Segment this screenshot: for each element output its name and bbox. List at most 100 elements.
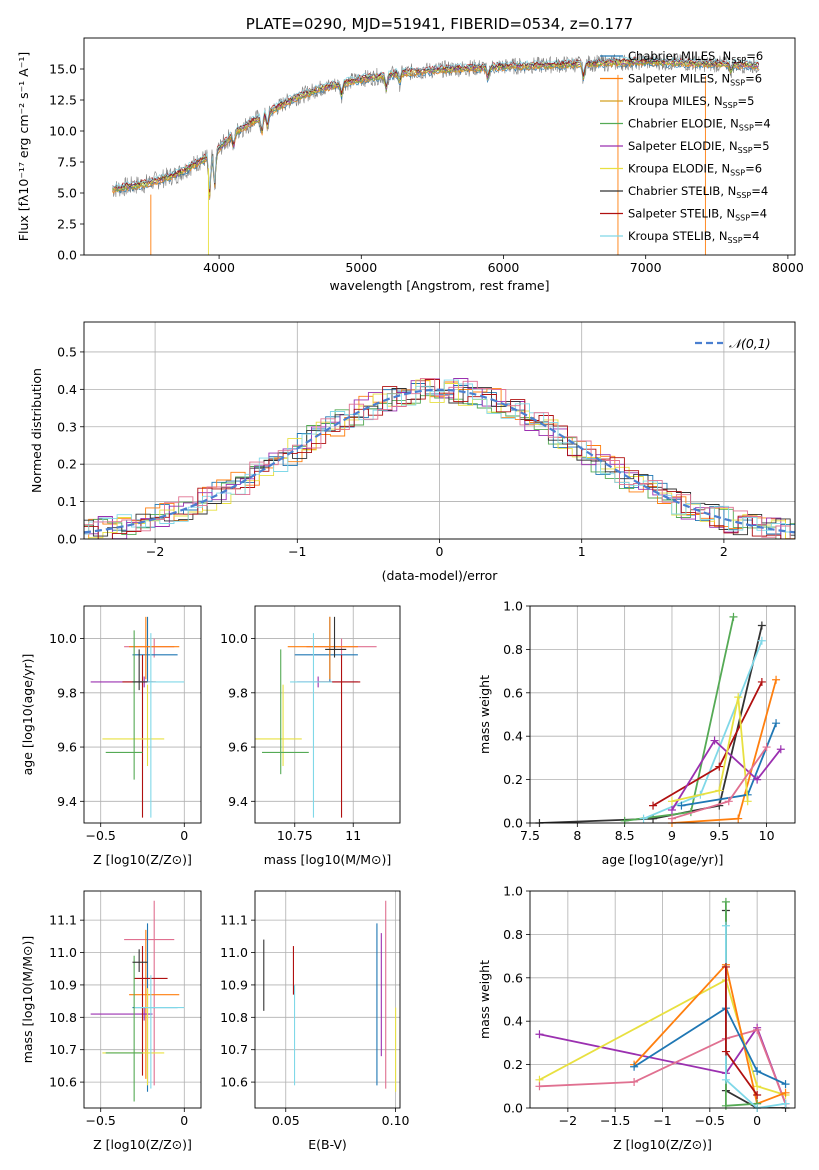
y-tick-label: 10.8 — [49, 1010, 77, 1025]
weight-series-line — [671, 696, 749, 803]
weight-point — [734, 693, 743, 702]
weight-point — [757, 677, 766, 686]
x-tick-label: 4000 — [203, 260, 235, 275]
axes-frame — [83, 37, 796, 256]
weight-point — [757, 621, 766, 630]
weight-point — [781, 1088, 790, 1097]
panel-3 — [251, 606, 400, 827]
x-tick-label: −1 — [288, 544, 306, 559]
x-tick-label: 8.5 — [615, 828, 635, 843]
x-tick-label: −2 — [146, 544, 164, 559]
x-tick-label: 8000 — [772, 260, 804, 275]
model-spectrum-line — [112, 59, 760, 194]
x-tick-label: 0 — [436, 544, 444, 559]
x-tick-label: −2 — [559, 1113, 577, 1128]
weight-point — [630, 1077, 639, 1086]
x-axis-label: Z [log10(Z/Z⊙)] — [93, 1137, 192, 1152]
y-tick-label: 10.0 — [49, 124, 77, 139]
weight-point — [715, 786, 724, 795]
x-tick-label: −1 — [653, 1113, 671, 1128]
y-tick-label: 10.6 — [49, 1075, 77, 1090]
y-tick-label: 9.4 — [228, 794, 248, 809]
y-tick-label: 0.4 — [503, 729, 523, 744]
y-tick-label: 10.7 — [49, 1042, 77, 1057]
weight-series-line — [725, 901, 758, 1107]
y-tick-label: 10.7 — [220, 1042, 248, 1057]
weight-point — [535, 1030, 544, 1039]
y-tick-label: 0.1 — [57, 494, 77, 509]
y-tick-label: 0.0 — [503, 1101, 523, 1116]
weight-point — [753, 1090, 762, 1099]
weight-series-line — [633, 1006, 786, 1085]
weight-point — [753, 1025, 762, 1034]
x-tick-label: 8 — [573, 828, 581, 843]
weight-point — [776, 745, 785, 754]
x-tick-label: −0.5 — [86, 828, 116, 843]
y-tick-label: 10.6 — [220, 1075, 248, 1090]
legend-label: Chabrier ELODIE, NSSP=4 — [628, 117, 771, 133]
x-tick-label: 7.5 — [520, 828, 540, 843]
weight-point — [667, 805, 676, 814]
y-tick-label: 11.0 — [220, 945, 248, 960]
y-tick-label: 9.4 — [57, 794, 77, 809]
weight-point — [724, 797, 733, 806]
weight-point — [781, 1099, 790, 1108]
weight-point — [721, 1101, 730, 1110]
axes-frame — [254, 605, 401, 824]
x-tick-label: 10.75 — [277, 828, 313, 843]
axes-frame — [83, 605, 202, 824]
weight-point — [630, 1062, 639, 1071]
x-tick-label: 2 — [720, 544, 728, 559]
legend-label: Chabrier STELIB, NSSP=4 — [628, 184, 768, 200]
weight-point — [772, 719, 781, 728]
legend-label: Salpeter STELIB, NSSP=4 — [628, 207, 767, 223]
weight-point — [721, 1047, 730, 1056]
weight-point — [721, 897, 730, 906]
y-tick-label: 1.0 — [503, 884, 523, 899]
chart-title: PLATE=0290, MJD=51941, FIBERID=0534, z=0… — [246, 15, 633, 33]
legend-label: Kroupa MILES, NSSP=5 — [628, 94, 754, 110]
weight-point — [649, 801, 658, 810]
x-tick-label: 6000 — [488, 260, 520, 275]
weight-point — [639, 814, 648, 823]
y-tick-label: 10.8 — [220, 1010, 248, 1025]
x-axis-label: mass [log10(M/M⊙)] — [264, 852, 392, 867]
residual-histogram — [84, 379, 795, 539]
x-tick-label: 0 — [180, 828, 188, 843]
y-tick-label: 10.0 — [49, 631, 77, 646]
x-tick-label: 0 — [753, 1113, 761, 1128]
x-axis-label: Z [log10(Z/Z⊙)] — [613, 1137, 712, 1152]
axes-frame — [83, 321, 796, 540]
legend-label: Kroupa ELODIE, NSSP=6 — [628, 162, 762, 178]
residual-histogram — [84, 379, 795, 539]
weight-point — [620, 816, 629, 825]
x-tick-label: 0.05 — [272, 1113, 300, 1128]
weight-point — [721, 962, 730, 971]
weight-point — [753, 1082, 762, 1091]
y-tick-label: 11.1 — [49, 913, 77, 928]
weight-point — [762, 743, 771, 752]
legend-label: Chabrier MILES, NSSP=6 — [628, 49, 763, 65]
axes-frame — [83, 890, 202, 1109]
x-axis-label: Z [log10(Z/Z⊙)] — [93, 852, 192, 867]
x-tick-label: −0.5 — [86, 1113, 116, 1128]
y-tick-label: 0.0 — [57, 248, 77, 263]
y-tick-label: 10.9 — [220, 977, 248, 992]
y-tick-label: 0.0 — [57, 532, 77, 547]
weight-point — [715, 762, 724, 771]
weight-point — [677, 801, 686, 810]
weight-point — [729, 612, 738, 621]
y-tick-label: 0.2 — [503, 1057, 523, 1072]
panel-2 — [80, 606, 201, 827]
y-tick-label: 0.5 — [57, 344, 77, 359]
legend-label: Salpeter MILES, NSSP=6 — [628, 72, 762, 88]
axes-frame — [529, 605, 796, 824]
axes-frame — [254, 890, 401, 1109]
residual-histogram — [84, 395, 795, 539]
y-tick-label: 10.0 — [220, 631, 248, 646]
y-tick-label: 5.0 — [57, 186, 77, 201]
x-tick-label: 1 — [578, 544, 586, 559]
y-tick-label: 1.0 — [503, 599, 523, 614]
x-tick-label: 0.10 — [382, 1113, 410, 1128]
